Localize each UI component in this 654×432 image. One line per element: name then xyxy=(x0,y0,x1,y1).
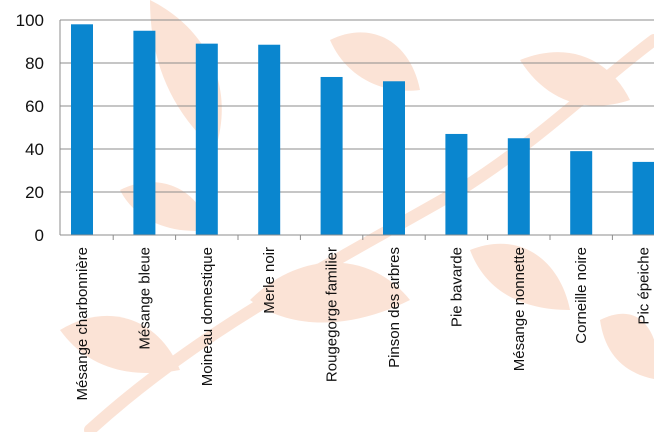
x-category-label: Mésange nonnette xyxy=(511,247,528,371)
bar xyxy=(445,133,468,235)
bars xyxy=(71,24,654,236)
x-category-label: Moineau domestique xyxy=(199,247,216,386)
y-tick-labels: 0 20 40 60 80 100 xyxy=(16,11,44,245)
leaf-shape xyxy=(330,32,420,91)
bar xyxy=(71,24,93,235)
x-category-label: Mésange bleue xyxy=(136,247,153,350)
y-tick-label: 100 xyxy=(16,11,44,30)
x-category-labels: Mésange charbonnière Mésange bleue Moineau… xyxy=(74,247,653,400)
x-category-label: Corneille noire xyxy=(573,247,590,344)
bar xyxy=(320,76,343,235)
bar xyxy=(570,151,593,235)
bar xyxy=(195,43,218,236)
x-category-label: Pic épeiche xyxy=(636,247,653,325)
leaf-shape xyxy=(60,315,180,374)
bar xyxy=(133,30,156,235)
background-leaf-decoration xyxy=(60,0,654,432)
y-tick-label: 80 xyxy=(25,54,44,73)
bar xyxy=(632,161,654,235)
leaf-shape xyxy=(520,52,630,106)
leaf-shape xyxy=(250,262,410,323)
leaf-stem xyxy=(84,34,654,432)
x-category-label: Merle noir xyxy=(261,247,278,314)
y-tick-label: 20 xyxy=(25,183,44,202)
x-category-label: Pinson des arbres xyxy=(386,247,403,368)
y-tick-label: 40 xyxy=(25,140,44,159)
x-category-label: Rougegorge familier xyxy=(324,247,341,382)
y-tick-label: 0 xyxy=(35,226,44,245)
y-tick-label: 60 xyxy=(25,97,44,116)
leaf-shape xyxy=(600,313,654,379)
gridlines xyxy=(60,19,654,193)
x-category-label: Pie bavarde xyxy=(448,247,465,327)
bar xyxy=(258,44,281,235)
bar xyxy=(383,81,405,236)
leaf-shape xyxy=(470,243,570,310)
bar xyxy=(507,138,530,235)
x-category-label: Mésange charbonnière xyxy=(74,247,91,400)
axes xyxy=(59,20,654,240)
